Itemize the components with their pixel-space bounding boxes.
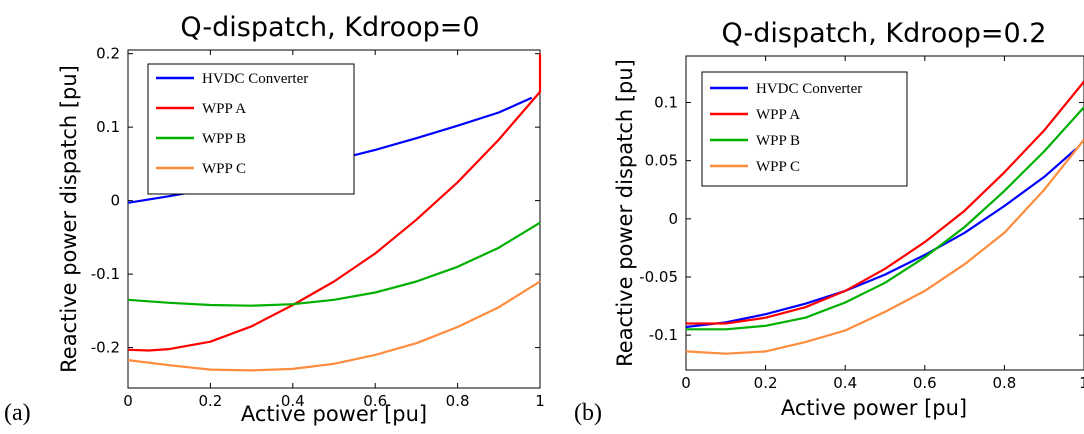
chart-a-xtick-label: 0.6 (363, 392, 387, 410)
chart-a-legend-label-wpp-b: WPP B (202, 131, 246, 147)
chart-a-xtick-label: 0.2 (198, 392, 222, 410)
chart-a-xlabel: Active power [pu] (241, 402, 427, 426)
chart-a-legend-label-wpp-c: WPP C (202, 161, 246, 177)
chart-a-xtick-label: 0.8 (446, 392, 470, 410)
chart-a-series-wpp-a (127, 53, 542, 352)
chart-a-ytick-label: -0.2 (91, 339, 120, 357)
chart-b-ticks: 0 0.2 0.4 0.6 0.8 1 -0.1 -0.05 0 0.05 0.1 (639, 56, 1084, 392)
chart-a-legend-label-wpp-a: WPP A (202, 101, 246, 117)
chart-b-panel-label: (b) (574, 400, 602, 426)
chart-a-panel-label: (a) (4, 400, 31, 426)
chart-b-legend-label-wpp-c: WPP C (756, 159, 800, 175)
chart-b-xtick-label: 0 (681, 374, 691, 392)
chart-a-legend-entries: HVDC Converter WPP A WPP B WPP C (156, 71, 308, 177)
chart-b-series-hvdc-converter (685, 148, 1077, 329)
chart-b-ytick-label: -0.1 (649, 326, 678, 344)
chart-a-legend-label-hvdc-converter: HVDC Converter (202, 71, 308, 87)
chart-b-ytick-label: -0.05 (639, 268, 678, 286)
chart-b-ytick-label: 0 (668, 210, 678, 228)
chart-b-xtick-label: 0.2 (754, 374, 778, 392)
chart-b: Q-dispatch, Kdroop=0.2 0 0.2 0.4 0.6 0.8 1 -0.… (574, 18, 1084, 426)
chart-b-legend-label-hvdc-converter: HVDC Converter (756, 81, 862, 97)
chart-a-ytick-label: 0 (110, 192, 120, 210)
chart-b-series-wpp-a (686, 80, 1084, 325)
chart-a-ytick-label: 0.1 (96, 118, 120, 136)
chart-a: Q-dispatch, Kdroop=0 0 0.2 0.4 0.6 0.8 1 -0.2 -… (4, 12, 545, 426)
chart-b-legend-label-wpp-b: WPP B (756, 133, 800, 149)
chart-a-ytick-label: -0.1 (91, 265, 120, 283)
chart-b-xtick-label: 0.4 (833, 374, 857, 392)
chart-b-xtick-label: 0.6 (913, 374, 937, 392)
chart-a-series-wpp-b (127, 221, 541, 307)
chart-a-xtick-label: 0 (123, 392, 133, 410)
chart-b-xtick-label: 0.8 (992, 374, 1016, 392)
chart-a-ylabel: Reactive power dispatch [pu] (57, 65, 81, 373)
chart-b-series-wpp-b (686, 106, 1084, 331)
chart-b-ytick-label: 0.1 (654, 94, 678, 112)
chart-a-title: Q-dispatch, Kdroop=0 (180, 12, 479, 43)
chart-b-series (685, 80, 1084, 355)
chart-a-ticks: 0 0.2 0.4 0.6 0.8 1 -0.2 -0.1 0 0.1 0.2 (91, 45, 545, 410)
chart-b-xlabel: Active power [pu] (781, 396, 967, 420)
chart-a-series-wpp-c (127, 280, 541, 372)
chart-a-xtick-label: 1 (535, 392, 545, 410)
chart-a-legend (147, 63, 355, 195)
chart-b-legend-label-wpp-a: WPP A (756, 107, 800, 123)
chart-b-xtick-label: 1 (1079, 374, 1084, 392)
chart-a-ytick-label: 0.2 (96, 45, 120, 63)
chart-b-title: Q-dispatch, Kdroop=0.2 (722, 18, 1047, 49)
chart-b-ylabel: Reactive power dispatch [pu] (613, 59, 637, 367)
chart-a-xtick-label: 0.4 (281, 392, 305, 410)
chart-b-legend-entries: HVDC Converter WPP A WPP B WPP C (710, 81, 862, 175)
chart-b-series-wpp-c (685, 139, 1084, 355)
chart-b-ytick-label: 0.05 (645, 152, 678, 170)
